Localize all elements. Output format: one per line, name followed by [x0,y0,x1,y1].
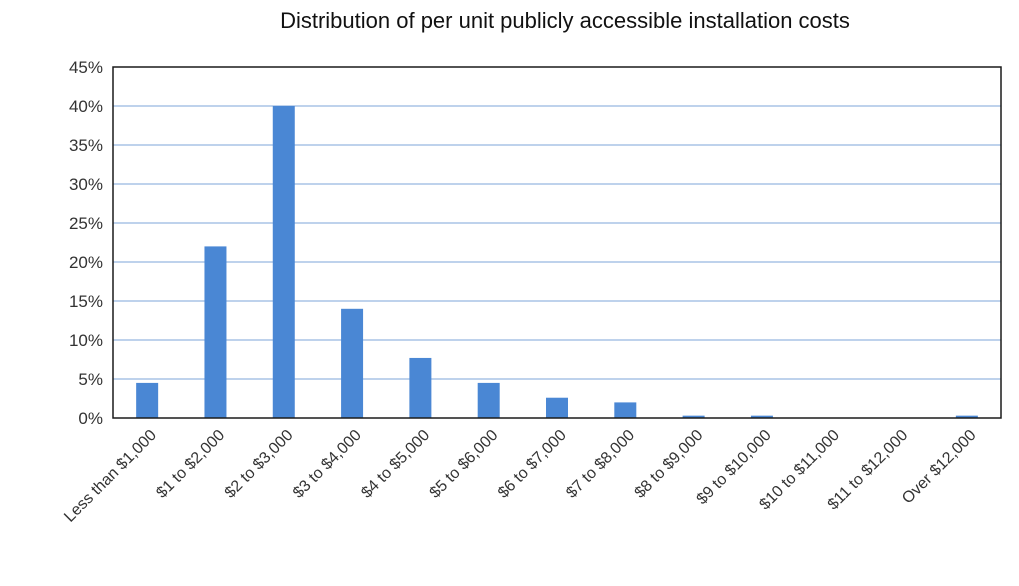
bar [272,106,295,418]
x-tick-label: $4 to $5,000 [358,427,433,502]
y-tick-label: 45% [69,58,103,77]
y-tick-label: 40% [69,97,103,116]
x-tick-label: $5 to $6,000 [427,427,502,502]
bar [341,308,364,418]
grid-lines [113,105,1001,380]
x-tick-label: $8 to $9,000 [632,427,707,502]
x-tick-label: $2 to $3,000 [222,427,297,502]
y-tick-label: 35% [69,136,103,155]
x-tick-label: $6 to $7,000 [495,427,570,502]
bar [682,415,705,418]
y-tick-label: 5% [78,370,103,389]
x-tick-label: $7 to $8,000 [563,427,638,502]
bar [477,382,500,418]
x-tick-label: $1 to $2,000 [153,427,228,502]
chart-title: Distribution of per unit publicly access… [280,8,850,33]
bar [750,415,773,418]
bars [136,106,978,418]
bar [409,357,432,418]
bar [136,382,159,418]
x-axis-tick-labels: Less than $1,000$1 to $2,000$2 to $3,000… [61,427,980,526]
x-tick-label: $3 to $4,000 [290,427,365,502]
y-tick-label: 0% [78,409,103,428]
bar [204,246,227,418]
bar [955,415,978,418]
y-axis-tick-labels: 0% 5% 10% 15% 20% 25% 30% 35% 40% 45% [69,58,103,428]
y-tick-label: 15% [69,292,103,311]
x-tick-label: Less than $1,000 [61,427,160,526]
bar [546,397,568,418]
y-tick-label: 25% [69,214,103,233]
bar [614,402,637,418]
plot-frame [112,66,1002,419]
y-tick-label: 10% [69,331,103,350]
y-tick-label: 30% [69,175,103,194]
y-tick-label: 20% [69,253,103,272]
